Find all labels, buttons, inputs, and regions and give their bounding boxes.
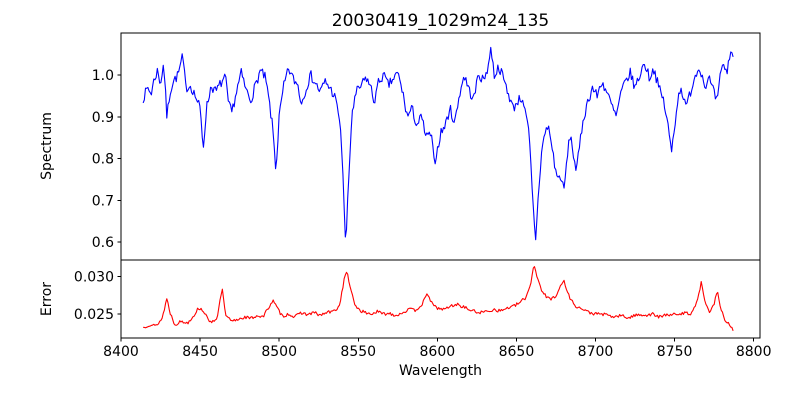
- y-tick-label-spectrum: 0.8: [92, 152, 114, 168]
- error-axis-label: Error: [39, 281, 55, 317]
- x-tick-label: 8700: [578, 344, 614, 360]
- spectrum-axis-label: Spectrum: [39, 112, 55, 180]
- y-tick-label-spectrum: 0.6: [92, 235, 114, 251]
- y-tick-label-error: 0.030: [74, 270, 114, 286]
- y-tick-label-spectrum: 0.9: [92, 110, 114, 126]
- panel-border-error: [120, 259, 761, 339]
- y-tick-label-spectrum: 0.7: [92, 193, 114, 209]
- chart-title: 20030419_1029m24_135: [331, 11, 550, 31]
- wavelength-axis-label: Wavelength: [398, 363, 483, 379]
- x-tick-label: 8400: [103, 344, 139, 360]
- y-tick-label-spectrum: 1.0: [92, 68, 114, 84]
- x-tick-label: 8750: [657, 344, 693, 360]
- x-tick-label: 8450: [182, 344, 218, 360]
- x-tick-label: 8500: [261, 344, 297, 360]
- x-tick-label: 8800: [736, 344, 772, 360]
- x-tick-label: 8600: [420, 344, 456, 360]
- panel-border-spectrum: [120, 32, 761, 261]
- error-values-line: [143, 266, 734, 331]
- x-tick-label: 8650: [499, 344, 535, 360]
- y-tick-label-error: 0.025: [74, 307, 114, 323]
- x-tick-label: 8550: [340, 344, 376, 360]
- spectrum-flux-line: [142, 46, 734, 241]
